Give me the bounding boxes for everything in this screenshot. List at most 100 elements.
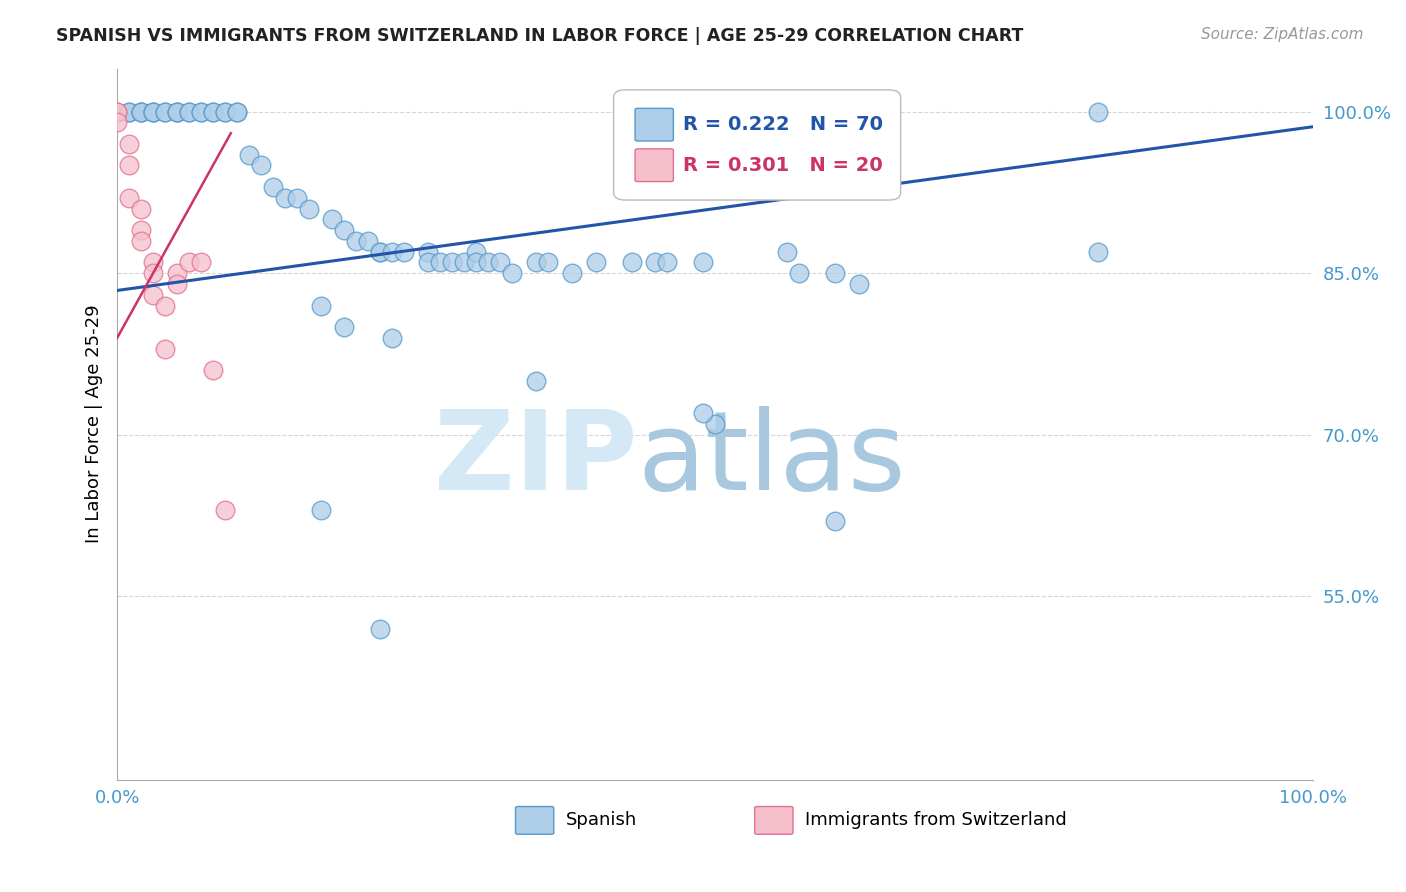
FancyBboxPatch shape [636, 149, 673, 182]
Point [357, 234, 380, 248]
Point [824, 266, 846, 280]
Point [214, 104, 236, 119]
Point [225, 104, 247, 119]
Point [644, 255, 666, 269]
Point [370, 244, 392, 259]
Point [118, 136, 141, 151]
Point [692, 255, 714, 269]
Point [142, 104, 165, 119]
Point [201, 363, 224, 377]
Point [297, 202, 319, 216]
Point [129, 104, 152, 119]
Point [166, 277, 188, 291]
Point [453, 255, 475, 269]
Point [166, 104, 188, 119]
Point [418, 255, 440, 269]
Point [692, 406, 714, 420]
Point [381, 244, 404, 259]
Point [657, 255, 679, 269]
Point [129, 202, 152, 216]
Point [225, 104, 247, 119]
Text: SPANISH VS IMMIGRANTS FROM SWITZERLAND IN LABOR FORCE | AGE 25-29 CORRELATION CH: SPANISH VS IMMIGRANTS FROM SWITZERLAND I… [56, 27, 1024, 45]
Point [477, 255, 499, 269]
Point [333, 223, 356, 237]
Point [501, 266, 523, 280]
Point [177, 104, 200, 119]
Point [142, 104, 165, 119]
Point [129, 234, 152, 248]
Point [418, 244, 440, 259]
Point [105, 115, 128, 129]
Point [105, 104, 128, 119]
Point [585, 255, 607, 269]
Point [118, 191, 141, 205]
Text: Spanish: Spanish [565, 811, 637, 829]
Y-axis label: In Labor Force | Age 25-29: In Labor Force | Age 25-29 [86, 305, 103, 543]
Point [344, 234, 367, 248]
Point [214, 104, 236, 119]
Point [524, 255, 547, 269]
Point [214, 503, 236, 517]
Point [129, 104, 152, 119]
Point [177, 104, 200, 119]
Point [166, 266, 188, 280]
Point [465, 244, 488, 259]
Point [190, 104, 212, 119]
Text: Source: ZipAtlas.com: Source: ZipAtlas.com [1201, 27, 1364, 42]
Point [129, 223, 152, 237]
Point [142, 287, 165, 301]
Point [118, 104, 141, 119]
Point [309, 503, 332, 517]
Point [153, 299, 176, 313]
Point [429, 255, 451, 269]
Point [201, 104, 224, 119]
Point [465, 255, 488, 269]
Point [153, 104, 176, 119]
Point [166, 104, 188, 119]
FancyBboxPatch shape [516, 806, 554, 834]
Point [142, 266, 165, 280]
Text: R = 0.222   N = 70: R = 0.222 N = 70 [683, 115, 883, 134]
Point [776, 244, 799, 259]
FancyBboxPatch shape [636, 108, 673, 141]
Point [142, 255, 165, 269]
Point [190, 255, 212, 269]
Point [370, 244, 392, 259]
Point [153, 104, 176, 119]
Point [129, 104, 152, 119]
FancyBboxPatch shape [755, 806, 793, 834]
Point [848, 277, 870, 291]
Point [118, 104, 141, 119]
Text: atlas: atlas [637, 406, 905, 513]
Point [238, 147, 260, 161]
Point [201, 104, 224, 119]
Point [166, 104, 188, 119]
Point [309, 299, 332, 313]
Point [824, 514, 846, 528]
Point [787, 266, 810, 280]
Point [177, 255, 200, 269]
Point [381, 331, 404, 345]
Point [561, 266, 583, 280]
Point [118, 159, 141, 173]
Point [273, 191, 295, 205]
Point [441, 255, 464, 269]
Point [321, 212, 343, 227]
Point [105, 104, 128, 119]
Text: R = 0.301   N = 20: R = 0.301 N = 20 [683, 156, 883, 175]
Point [249, 159, 271, 173]
Point [153, 342, 176, 356]
Text: ZIP: ZIP [434, 406, 637, 513]
Point [333, 320, 356, 334]
Point [285, 191, 308, 205]
Point [537, 255, 560, 269]
Point [190, 104, 212, 119]
Point [1087, 244, 1109, 259]
Point [370, 622, 392, 636]
Point [524, 374, 547, 388]
Point [704, 417, 727, 431]
Text: Immigrants from Switzerland: Immigrants from Switzerland [806, 811, 1067, 829]
Point [262, 180, 284, 194]
Point [394, 244, 416, 259]
Point [620, 255, 643, 269]
